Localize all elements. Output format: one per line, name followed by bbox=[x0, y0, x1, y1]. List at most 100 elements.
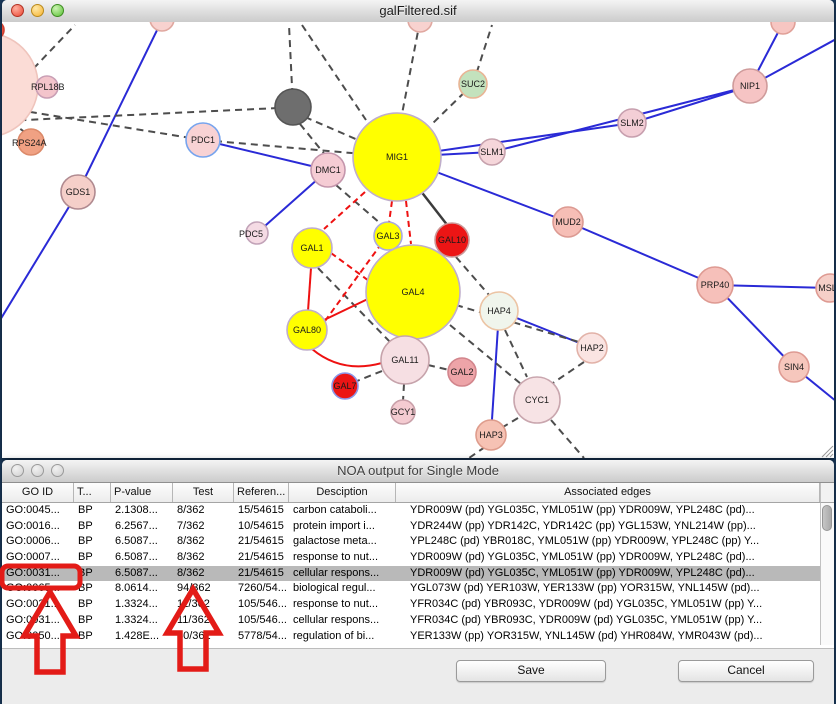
graph-edge[interactable] bbox=[311, 348, 383, 368]
table-row[interactable]: GO:0007... BP 6.5087... 8/362 21/54615 respon… bbox=[2, 550, 820, 566]
node-GAL7[interactable]: GAL7 bbox=[331, 372, 359, 400]
node-PDC1[interactable]: PDC1 bbox=[185, 122, 221, 158]
table-row[interactable]: GO:0065... BP 8.0614... 94/362 7260/54... bio… bbox=[2, 581, 820, 597]
graph-edge[interactable] bbox=[3, 107, 279, 122]
graph-edge[interactable] bbox=[388, 200, 393, 224]
graph-edge[interactable] bbox=[455, 304, 580, 343]
node-HAP3[interactable]: HAP3 bbox=[475, 419, 507, 451]
graph-edge[interactable] bbox=[323, 191, 366, 230]
graph-edge[interactable] bbox=[330, 252, 370, 282]
graph-edge[interactable] bbox=[631, 85, 751, 124]
resize-grip-icon[interactable] bbox=[821, 445, 834, 458]
graph-edge[interactable] bbox=[77, 22, 163, 193]
node-gray-node[interactable] bbox=[274, 88, 312, 126]
network-canvas[interactable]: RPL18B RPS24A GDS1 PDC1 DMC1 MIG1 SUC2 SLM1 NIP1… bbox=[2, 22, 834, 458]
node-PRP40[interactable]: PRP40 bbox=[696, 266, 734, 304]
graph-edge[interactable] bbox=[324, 246, 380, 322]
column-header-desciption[interactable]: Desciption bbox=[289, 483, 396, 502]
graph-edge[interactable] bbox=[356, 370, 383, 382]
node-GAL2[interactable]: GAL2 bbox=[447, 357, 477, 387]
column-header-go-id[interactable]: GO ID bbox=[2, 483, 74, 502]
graph-edge[interactable] bbox=[449, 324, 522, 385]
node-GAL80[interactable]: GAL80 bbox=[286, 309, 328, 351]
graph-window-titlebar[interactable]: galFiltered.sif bbox=[2, 0, 834, 23]
graph-edge[interactable] bbox=[550, 419, 585, 458]
column-header-associated-edges[interactable]: Associated edges bbox=[396, 483, 820, 502]
node-top-right-pink[interactable] bbox=[770, 22, 796, 35]
table-row[interactable]: GO:0006... BP 6.5087... 8/362 21/54615 galact… bbox=[2, 534, 820, 550]
graph-edge[interactable] bbox=[431, 83, 474, 125]
graph-edge[interactable] bbox=[405, 200, 412, 245]
node-HAP2[interactable]: HAP2 bbox=[576, 332, 608, 364]
graph-edge[interactable] bbox=[202, 139, 329, 171]
node-NIP1[interactable]: NIP1 bbox=[732, 68, 768, 104]
graph-edge[interactable] bbox=[504, 329, 528, 378]
graph-edge[interactable] bbox=[427, 364, 450, 371]
save-button[interactable]: Save bbox=[456, 660, 606, 682]
graph-edge[interactable] bbox=[567, 221, 716, 286]
node-HAP4[interactable]: HAP4 bbox=[479, 291, 519, 331]
node-PDC5[interactable]: PDC5 bbox=[239, 221, 269, 245]
graph-edge[interactable] bbox=[304, 116, 398, 158]
node-GAL1[interactable]: GAL1 bbox=[291, 227, 333, 269]
graph-edge[interactable] bbox=[552, 361, 585, 384]
cancel-button[interactable]: Cancel bbox=[678, 660, 814, 682]
node-MSL1[interactable]: MSL1 bbox=[815, 273, 834, 303]
table-row[interactable]: GO:0050... BP 1.428E... 80/362 5778/54... reg… bbox=[2, 629, 820, 645]
graph-edge[interactable] bbox=[401, 22, 421, 115]
node-SUC2[interactable]: SUC2 bbox=[458, 69, 488, 99]
graph-edge[interactable] bbox=[402, 383, 405, 402]
graph-edge[interactable] bbox=[714, 284, 831, 289]
node-top-pink-1[interactable] bbox=[149, 22, 175, 32]
node-SLM1[interactable]: SLM1 bbox=[478, 138, 506, 166]
node-SIN4[interactable]: SIN4 bbox=[778, 351, 810, 383]
node-corner-red[interactable] bbox=[2, 22, 5, 39]
node-GAL11[interactable]: GAL11 bbox=[380, 335, 430, 385]
node-GCY1[interactable]: GCY1 bbox=[390, 399, 416, 425]
graph-edge[interactable] bbox=[419, 189, 449, 227]
graph-edge[interactable] bbox=[17, 109, 204, 141]
node-GAL4[interactable]: GAL4 bbox=[365, 244, 461, 340]
graph-edge[interactable] bbox=[490, 310, 500, 436]
graph-edge[interactable] bbox=[455, 256, 490, 296]
column-header-t-[interactable]: T... bbox=[74, 483, 111, 502]
close-button[interactable] bbox=[11, 4, 24, 17]
scrollbar-thumb[interactable] bbox=[822, 505, 832, 531]
cell-test: 7/362 bbox=[177, 519, 205, 532]
vertical-scrollbar[interactable] bbox=[820, 503, 834, 645]
close-button[interactable] bbox=[11, 464, 24, 477]
graph-edge[interactable] bbox=[335, 184, 382, 225]
graph-edge[interactable] bbox=[2, 191, 79, 330]
node-RPL18B[interactable]: RPL18B bbox=[31, 75, 65, 99]
table-row[interactable]: GO:0031... BP 6.5087... 8/362 21/54615 cellul… bbox=[2, 565, 820, 582]
node-MIG1[interactable]: MIG1 bbox=[352, 112, 442, 202]
graph-edge[interactable] bbox=[714, 284, 795, 368]
node-top-pink-2[interactable] bbox=[407, 22, 433, 33]
column-header-p-value[interactable]: P-value bbox=[111, 483, 173, 502]
node-DMC1[interactable]: DMC1 bbox=[310, 152, 346, 188]
graph-edge[interactable] bbox=[472, 24, 493, 85]
node-SLM2[interactable]: SLM2 bbox=[617, 108, 647, 138]
graph-edge[interactable] bbox=[307, 267, 312, 312]
graph-edge[interactable] bbox=[323, 296, 373, 321]
node-GAL10[interactable]: GAL10 bbox=[434, 222, 470, 258]
node-RPS24A[interactable]: RPS24A bbox=[12, 128, 47, 156]
node-CYC1[interactable]: CYC1 bbox=[513, 376, 561, 424]
graph-edge[interactable] bbox=[299, 123, 327, 157]
zoom-button[interactable] bbox=[51, 4, 64, 17]
table-row[interactable]: GO:0031... BP 1.3324... 11/362 105/546... res… bbox=[2, 597, 820, 613]
node-GDS1[interactable]: GDS1 bbox=[60, 174, 96, 210]
column-header-test[interactable]: Test bbox=[173, 483, 234, 502]
table-row[interactable]: GO:0031... BP 1.3324... 11/362 105/546... cel… bbox=[2, 613, 820, 629]
table-row[interactable]: GO:0016... BP 6.2567... 7/362 10/54615 protei… bbox=[2, 519, 820, 535]
node-MUD2[interactable]: MUD2 bbox=[552, 206, 584, 238]
minimize-button[interactable] bbox=[31, 4, 44, 17]
graph-edge[interactable] bbox=[468, 446, 486, 458]
graph-edge[interactable] bbox=[502, 417, 519, 428]
minimize-button[interactable] bbox=[31, 464, 44, 477]
node-GAL3[interactable]: GAL3 bbox=[373, 221, 403, 251]
zoom-button[interactable] bbox=[51, 464, 64, 477]
noa-window-titlebar[interactable]: NOA output for Single Mode bbox=[2, 460, 834, 483]
table-row[interactable]: GO:0045... BP 2.1308... 8/362 15/54615 carbon… bbox=[2, 503, 820, 519]
column-header-referen-[interactable]: Referen... bbox=[234, 483, 289, 502]
